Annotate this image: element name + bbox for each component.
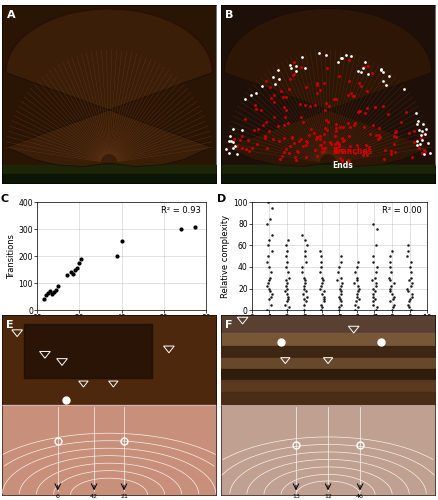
Text: A: A [7, 10, 15, 20]
Point [46, 287, 53, 295]
Text: 12: 12 [324, 494, 332, 499]
Point [78, 255, 85, 263]
Text: 42: 42 [90, 494, 98, 499]
Text: Ends: Ends [332, 161, 353, 170]
Text: Line of inspection: Line of inspection [306, 340, 373, 349]
Point [63, 271, 70, 279]
Point [70, 270, 77, 278]
Text: F: F [226, 320, 233, 330]
Polygon shape [224, 8, 432, 166]
Point [40, 295, 47, 303]
Point [50, 288, 58, 296]
Point [114, 252, 121, 260]
Text: Margin: Margin [400, 340, 427, 349]
Text: 21: 21 [120, 494, 128, 499]
Point [44, 288, 51, 296]
Text: C: C [0, 194, 8, 204]
Y-axis label: Relative complexity: Relative complexity [221, 214, 230, 298]
Text: 6: 6 [56, 494, 60, 499]
Polygon shape [5, 8, 213, 166]
Text: Branches: Branches [332, 147, 372, 156]
Point [49, 290, 56, 298]
Point [76, 259, 83, 267]
Point [55, 282, 62, 290]
Text: Base: Base [252, 340, 270, 349]
Point [177, 226, 184, 234]
Text: 13: 13 [292, 494, 300, 499]
Text: D: D [217, 194, 226, 204]
Point [118, 238, 125, 246]
Text: R² = 0.00: R² = 0.00 [382, 206, 422, 214]
Text: B: B [226, 10, 234, 20]
Point [42, 291, 49, 299]
Point [74, 264, 81, 272]
Point [192, 222, 199, 230]
Point [53, 286, 60, 294]
Point [72, 266, 79, 274]
X-axis label: Investigated area (cm2): Investigated area (cm2) [71, 326, 172, 335]
Text: 46: 46 [356, 494, 364, 499]
Point [67, 268, 74, 276]
Text: E: E [7, 320, 14, 330]
Y-axis label: Transitions: Transitions [7, 234, 16, 278]
Text: R² = 0.93: R² = 0.93 [161, 206, 201, 214]
